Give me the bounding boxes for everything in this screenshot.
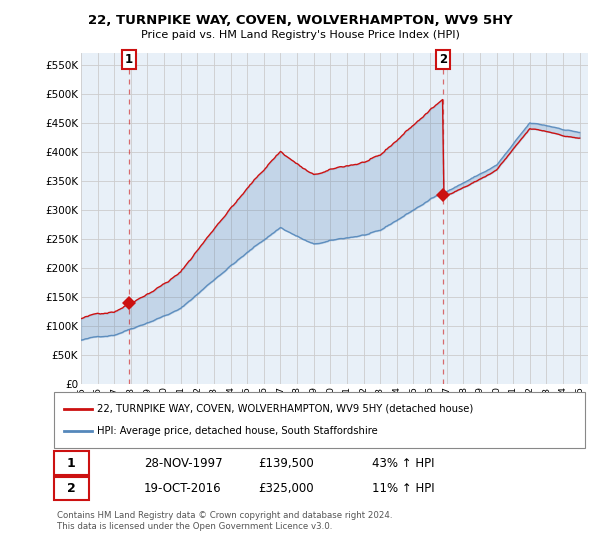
Text: Price paid vs. HM Land Registry's House Price Index (HPI): Price paid vs. HM Land Registry's House … — [140, 30, 460, 40]
Text: 43% ↑ HPI: 43% ↑ HPI — [372, 456, 434, 470]
Text: 19-OCT-2016: 19-OCT-2016 — [144, 482, 221, 495]
Text: HPI: Average price, detached house, South Staffordshire: HPI: Average price, detached house, Sout… — [97, 426, 377, 436]
Text: 1: 1 — [125, 53, 133, 66]
Text: 2: 2 — [67, 482, 76, 495]
Text: 22, TURNPIKE WAY, COVEN, WOLVERHAMPTON, WV9 5HY (detached house): 22, TURNPIKE WAY, COVEN, WOLVERHAMPTON, … — [97, 404, 473, 414]
Text: 28-NOV-1997: 28-NOV-1997 — [144, 456, 223, 470]
Text: Contains HM Land Registry data © Crown copyright and database right 2024.
This d: Contains HM Land Registry data © Crown c… — [57, 511, 392, 531]
Text: 1: 1 — [67, 456, 76, 470]
Text: 22, TURNPIKE WAY, COVEN, WOLVERHAMPTON, WV9 5HY: 22, TURNPIKE WAY, COVEN, WOLVERHAMPTON, … — [88, 14, 512, 27]
Text: £325,000: £325,000 — [258, 482, 314, 495]
Text: 11% ↑ HPI: 11% ↑ HPI — [372, 482, 434, 495]
Text: £139,500: £139,500 — [258, 456, 314, 470]
Text: 2: 2 — [439, 53, 448, 66]
